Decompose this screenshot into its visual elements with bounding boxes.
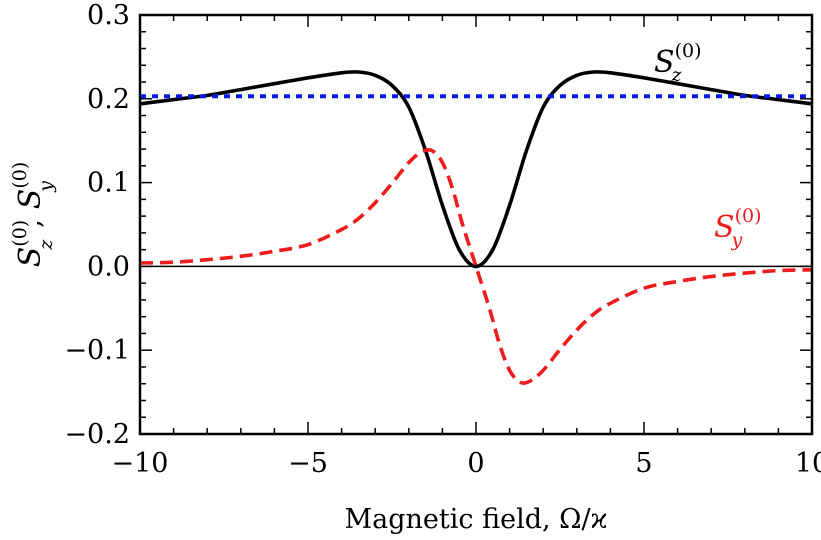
- y-label-sep: ,: [16, 219, 47, 228]
- y-label-s2-sub: y: [35, 181, 57, 193]
- tick-labels: −10 −5 0 5 10 −0.2 −0.1 0.0 0.1 0.2 0.3: [64, 0, 821, 479]
- y-tick-label: 0.2: [87, 84, 130, 115]
- x-tick-label: −10: [112, 448, 169, 479]
- series-label-sz-base: S: [654, 45, 675, 80]
- series-label-sy-sup: (0): [735, 205, 762, 227]
- x-tick-label: 5: [635, 448, 652, 479]
- y-tick-label: 0.1: [87, 168, 130, 199]
- x-axis-label: Magnetic field, Ω/ϰ: [345, 504, 608, 535]
- y-tick-label: 0.3: [87, 0, 130, 31]
- series-label-sy-base: S: [714, 210, 735, 245]
- y-label-s2-base: S: [13, 189, 48, 210]
- series-label-sz: S(0) z: [654, 40, 701, 86]
- plot-frame: [138, 13, 814, 436]
- y-label-s1-base: S: [13, 247, 48, 268]
- plot-lines: [139, 70, 813, 385]
- y-tick-label: 0.0: [87, 251, 130, 282]
- x-tick-label: −5: [288, 448, 328, 479]
- x-tick-label: 0: [467, 448, 484, 479]
- series-sz-line: [139, 70, 813, 269]
- series-sy-line: [139, 147, 813, 385]
- axis-ticks: [139, 14, 813, 435]
- y-axis-label: S(0) z,S(0) y: [9, 162, 57, 268]
- series-label-sy: S(0) y: [714, 205, 761, 251]
- x-tick-label: 10: [795, 448, 821, 479]
- y-tick-label: −0.1: [64, 335, 130, 366]
- y-label-s2-sup: (0): [9, 162, 31, 189]
- series-label-sz-sub: z: [670, 64, 682, 86]
- y-label-s1-sup: (0): [9, 220, 31, 247]
- y-label-s1-sub: z: [35, 239, 57, 251]
- series-label-sy-sub: y: [730, 229, 742, 251]
- y-tick-label: −0.2: [64, 419, 130, 450]
- series-label-sz-sup: (0): [675, 40, 702, 62]
